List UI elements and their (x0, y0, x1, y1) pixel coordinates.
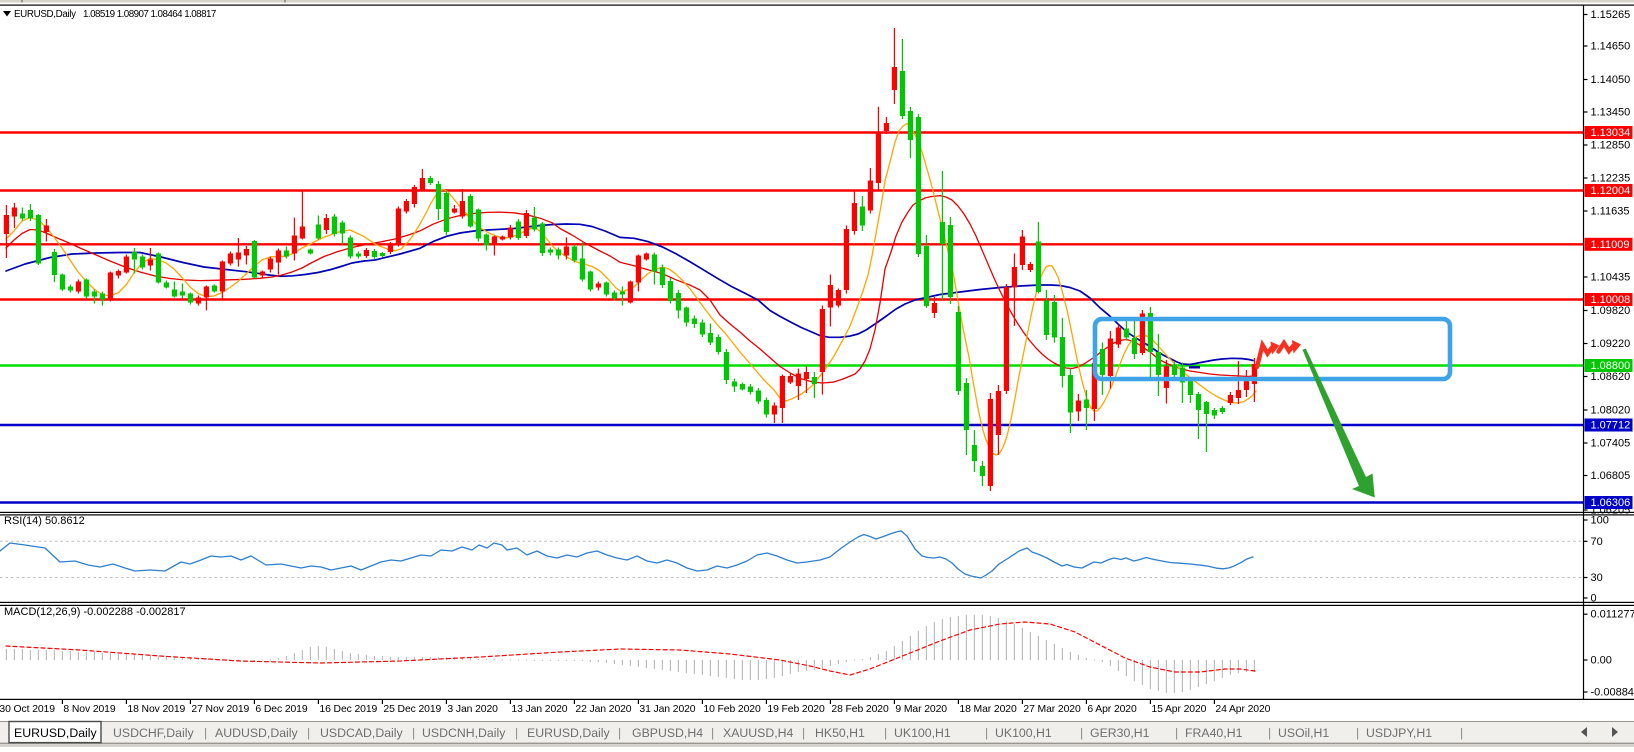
svg-text:19 Feb 2020: 19 Feb 2020 (767, 704, 825, 715)
svg-text:24 Apr 2020: 24 Apr 2020 (1215, 704, 1270, 715)
svg-text:USDCNH,Daily: USDCNH,Daily (422, 726, 506, 740)
svg-text:EURUSD,Daily: EURUSD,Daily (14, 726, 98, 740)
svg-text:-0.008845: -0.008845 (1591, 687, 1634, 699)
svg-text:GER30,H1: GER30,H1 (1090, 726, 1150, 740)
svg-text:RSI(14) 50.8612: RSI(14) 50.8612 (4, 515, 85, 527)
svg-text:|: | (1460, 726, 1463, 740)
svg-text:1.07712: 1.07712 (1591, 420, 1631, 432)
svg-text:1.12004: 1.12004 (1591, 185, 1631, 197)
svg-text:|: | (618, 726, 621, 740)
svg-text:1.13450: 1.13450 (1591, 107, 1631, 119)
svg-text:1.08620: 1.08620 (1591, 371, 1631, 383)
svg-text:USDJPY,H1: USDJPY,H1 (1366, 726, 1432, 740)
svg-text:|: | (1080, 726, 1083, 740)
svg-text:18 Mar 2020: 18 Mar 2020 (959, 704, 1017, 715)
svg-text:|: | (884, 726, 887, 740)
svg-text:1.12850: 1.12850 (1591, 140, 1631, 152)
svg-text:|: | (985, 726, 988, 740)
svg-text:31 Jan 2020: 31 Jan 2020 (639, 704, 695, 715)
svg-text:1.09820: 1.09820 (1591, 305, 1631, 317)
svg-text:UK100,H1: UK100,H1 (894, 726, 951, 740)
svg-text:0.011277: 0.011277 (1591, 609, 1634, 621)
svg-text:15 Apr 2020: 15 Apr 2020 (1151, 704, 1206, 715)
svg-text:100: 100 (1591, 515, 1609, 527)
svg-text:22 Jan 2020: 22 Jan 2020 (575, 704, 631, 715)
svg-text:0.00: 0.00 (1591, 655, 1612, 667)
svg-text:FRA40,H1: FRA40,H1 (1185, 726, 1243, 740)
svg-text:1.11635: 1.11635 (1591, 206, 1630, 218)
svg-text:|: | (1175, 726, 1178, 740)
svg-text:30 Oct 2019: 30 Oct 2019 (0, 704, 55, 715)
svg-text:70: 70 (1591, 536, 1603, 548)
svg-text:1.06306: 1.06306 (1591, 497, 1631, 509)
svg-text:1.09220: 1.09220 (1591, 338, 1631, 350)
svg-text:27 Mar 2020: 27 Mar 2020 (1023, 704, 1081, 715)
svg-text:1.10008: 1.10008 (1591, 294, 1631, 306)
svg-text:USDCHF,Daily: USDCHF,Daily (113, 726, 194, 740)
svg-text:|: | (711, 726, 714, 740)
svg-text:|: | (802, 726, 805, 740)
svg-text:1.12235: 1.12235 (1591, 173, 1631, 185)
svg-text:16 Dec 2019: 16 Dec 2019 (319, 704, 377, 715)
svg-text:|: | (204, 726, 207, 740)
svg-text:MACD(12,26,9) -0.002288 -0.002: MACD(12,26,9) -0.002288 -0.002817 (4, 606, 186, 618)
svg-text:1.14650: 1.14650 (1591, 41, 1631, 53)
svg-text:27 Nov 2019: 27 Nov 2019 (191, 704, 249, 715)
svg-text:EURUSD,Daily: EURUSD,Daily (527, 726, 611, 740)
svg-text:10 Feb 2020: 10 Feb 2020 (703, 704, 761, 715)
svg-text:9 Mar 2020: 9 Mar 2020 (895, 704, 947, 715)
svg-text:28 Feb 2020: 28 Feb 2020 (831, 704, 889, 715)
svg-text:1.08519 1.08907 1.08464 1.0881: 1.08519 1.08907 1.08464 1.08817 (83, 9, 216, 20)
svg-text:|: | (412, 726, 415, 740)
svg-text:UK100,H1: UK100,H1 (995, 726, 1052, 740)
svg-text:HK50,H1: HK50,H1 (815, 726, 865, 740)
svg-text:13 Jan 2020: 13 Jan 2020 (511, 704, 567, 715)
svg-text:1.08020: 1.08020 (1591, 405, 1631, 417)
svg-text:6 Apr 2020: 6 Apr 2020 (1087, 704, 1137, 715)
svg-text:1.15265: 1.15265 (1591, 9, 1631, 21)
svg-text:1.13034: 1.13034 (1591, 127, 1631, 139)
svg-text:6 Dec 2019: 6 Dec 2019 (255, 704, 307, 715)
svg-text:30: 30 (1591, 572, 1603, 584)
svg-text:18 Nov 2019: 18 Nov 2019 (127, 704, 185, 715)
svg-text:1.10435: 1.10435 (1591, 272, 1631, 284)
svg-text:XAUUSD,H4: XAUUSD,H4 (723, 726, 794, 740)
svg-text:|: | (1356, 726, 1359, 740)
svg-text:USOil,H1: USOil,H1 (1278, 726, 1329, 740)
svg-text:25 Dec 2019: 25 Dec 2019 (383, 704, 441, 715)
svg-text:EURUSD,Daily: EURUSD,Daily (14, 9, 76, 20)
svg-text:|: | (1268, 726, 1271, 740)
svg-text:1.07405: 1.07405 (1591, 438, 1631, 450)
svg-text:1.06805: 1.06805 (1591, 470, 1631, 482)
svg-text:1.08800: 1.08800 (1591, 360, 1631, 372)
svg-text:AUDUSD,Daily: AUDUSD,Daily (215, 726, 299, 740)
svg-text:|: | (515, 726, 518, 740)
svg-text:1.14050: 1.14050 (1591, 74, 1631, 86)
svg-text:1.11009: 1.11009 (1591, 239, 1630, 251)
svg-text:GBPUSD,H4: GBPUSD,H4 (632, 726, 703, 740)
svg-text:USDCAD,Daily: USDCAD,Daily (320, 726, 404, 740)
svg-text:0: 0 (1591, 593, 1597, 605)
svg-text:|: | (307, 726, 310, 740)
svg-text:8 Nov 2019: 8 Nov 2019 (63, 704, 115, 715)
svg-text:3 Jan 2020: 3 Jan 2020 (447, 704, 498, 715)
